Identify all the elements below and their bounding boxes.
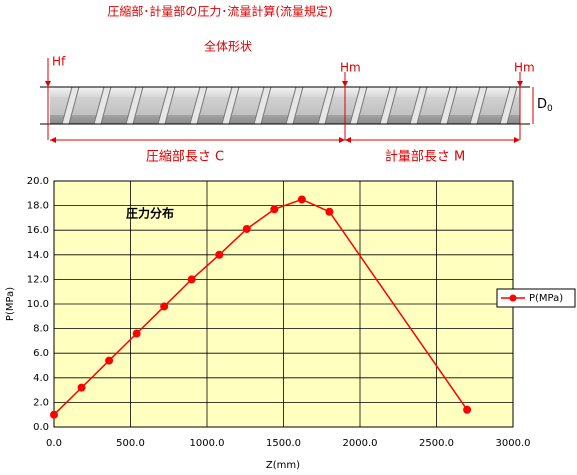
data-point [215,250,224,259]
diagram-title: 圧縮部･計量部の圧力･流量計算(流量規定) [107,4,332,19]
legend-label: P(MPa) [529,293,563,304]
hf-label: Hf [52,55,66,69]
x-tick-label: 2000.0 [343,438,378,449]
x-tick-label: 500.0 [116,438,145,449]
x-axis-label: Z(mm) [266,460,300,471]
data-point [463,405,472,414]
data-point [132,329,141,338]
y-tick-label: 6.0 [33,348,49,359]
y-tick-label: 12.0 [27,274,49,285]
data-point [242,224,251,233]
metering-label: 計量部長さ M [385,149,465,165]
y-tick-label: 20.0 [27,176,49,187]
y-axis-label: P(MPa) [5,287,16,321]
y-tick-label: 16.0 [27,225,49,236]
compression-label: 圧縮部長さ C [146,149,224,165]
data-point [270,205,279,214]
data-point [105,356,114,365]
x-tick-label: 1500.0 [266,438,301,449]
chart: 圧力分布 Z(mm) P(MPa) 0.0 2.0 4.0 6.0 8.0 10.0 12.… [5,176,576,471]
hm-label: Hm [340,61,361,75]
y-tick-label: 0.0 [33,422,49,433]
y-tick-label: 2.0 [33,397,49,408]
series-line [53,198,468,416]
x-tick-label: 3000.0 [496,438,531,449]
legend-box [496,288,576,308]
y-tick-label: 8.0 [33,324,49,335]
legend-swatch [509,294,517,302]
data-point [297,195,306,204]
y-tick-label: 18.0 [27,201,49,212]
hm-label: Hm [514,61,535,75]
data-point [325,207,334,216]
data-point [160,302,169,311]
data-point [187,275,196,284]
y-tick-label: 10.0 [27,299,49,310]
annotation: 圧力分布 [126,206,174,221]
d-label: D0 [537,97,553,114]
data-point [50,410,58,419]
x-tick-label: 2500.0 [419,438,454,449]
y-tick-label: 14.0 [27,250,49,261]
y-tick-label: 4.0 [33,373,49,384]
x-tick-label: 1000.0 [190,438,225,449]
diagram-subtitle: 全体形状 [204,39,252,54]
x-tick-label: 0.0 [46,438,62,449]
data-point [77,383,86,392]
screw-diagram: 圧縮部･計量部の圧力･流量計算(流量規定) 全体形状 Hf Hm Hm D0 圧… [40,4,553,165]
